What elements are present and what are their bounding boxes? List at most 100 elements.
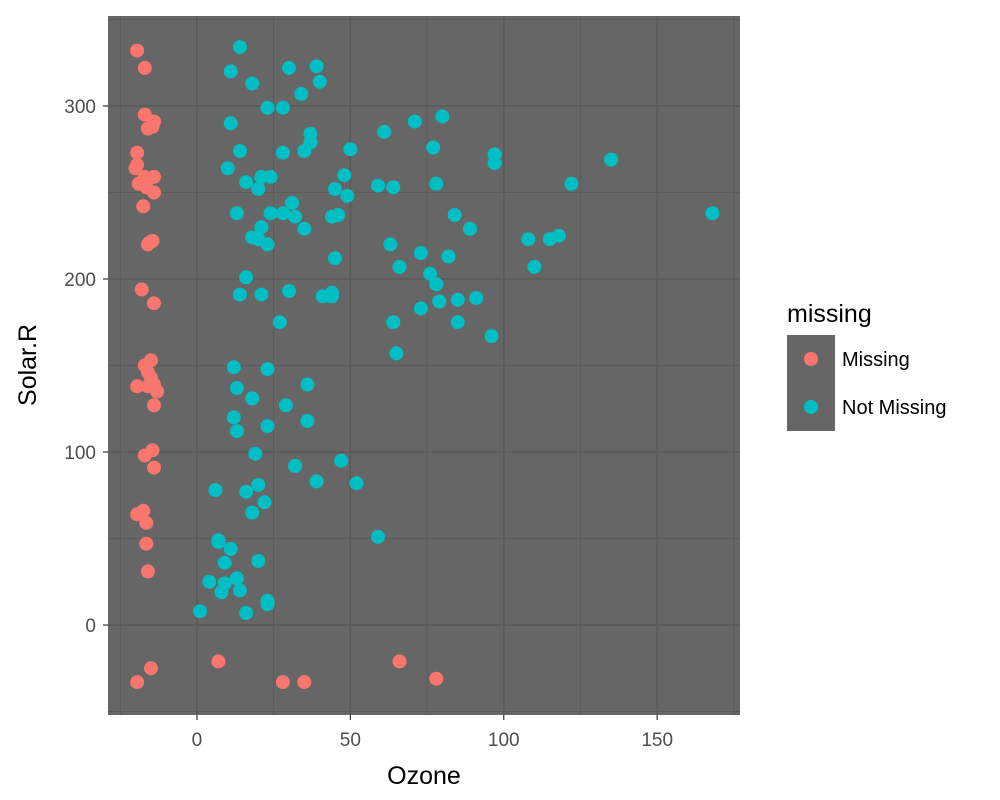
data-point-not-missing (251, 554, 266, 568)
data-point-not-missing (254, 287, 269, 302)
data-point-not-missing (232, 40, 247, 55)
data-point-not-missing (487, 147, 502, 162)
data-point-not-missing (389, 346, 404, 361)
data-point-not-missing (383, 237, 398, 252)
data-point-not-missing (377, 124, 392, 139)
data-point-not-missing (429, 176, 444, 191)
data-point-not-missing (413, 246, 428, 260)
data-point-missing (297, 675, 312, 690)
data-point-not-missing (248, 446, 263, 461)
data-point-not-missing (300, 377, 315, 392)
legend-items: Missing Not Missing (804, 349, 946, 419)
data-point-not-missing (386, 180, 401, 195)
data-point-not-missing (272, 315, 287, 330)
y-axis-title: Solar.R (14, 324, 42, 406)
data-point-not-missing (371, 529, 385, 544)
data-point-missing (137, 60, 152, 75)
data-point-not-missing (309, 59, 324, 74)
data-point-not-missing (325, 289, 339, 304)
data-point-not-missing (435, 109, 450, 124)
data-point-missing (392, 654, 407, 669)
data-point-not-missing (275, 145, 290, 160)
data-point-not-missing (288, 458, 303, 473)
data-point-not-missing (484, 329, 499, 344)
data-point-not-missing (328, 251, 342, 266)
data-point-not-missing (334, 453, 349, 468)
data-point-missing (130, 507, 145, 522)
data-point-missing (147, 114, 161, 129)
data-points (128, 40, 720, 690)
data-point-not-missing (278, 398, 293, 413)
data-point-not-missing (245, 76, 260, 91)
data-point-not-missing (527, 259, 542, 274)
data-point-not-missing (251, 182, 266, 196)
data-point-not-missing (349, 476, 364, 491)
data-point-not-missing (331, 208, 346, 222)
data-point-not-missing (432, 294, 447, 309)
data-point-not-missing (254, 169, 269, 184)
y-tick-label: 100 (64, 443, 96, 464)
data-point-not-missing (226, 360, 241, 375)
data-point-missing (211, 654, 226, 669)
data-point-not-missing (282, 60, 296, 75)
data-point-not-missing (220, 161, 235, 176)
data-point-not-missing (285, 195, 300, 210)
data-point-not-missing (392, 259, 407, 274)
x-tick-label: 150 (641, 730, 673, 751)
data-point-missing (130, 675, 145, 690)
data-point-not-missing (340, 188, 355, 203)
x-tick-label: 100 (488, 730, 520, 751)
data-point-not-missing (211, 533, 226, 548)
legend-key-not-missing (804, 400, 818, 414)
data-point-not-missing (275, 100, 290, 115)
data-point-not-missing (705, 206, 720, 221)
data-point-not-missing (223, 116, 238, 131)
data-point-not-missing (604, 152, 619, 167)
data-point-not-missing (303, 126, 318, 141)
data-point-not-missing (423, 266, 438, 281)
data-point-not-missing (386, 315, 401, 330)
x-tick-label: 0 (192, 730, 203, 751)
data-point-missing (130, 43, 145, 58)
data-point-not-missing (251, 477, 266, 492)
data-point-missing (134, 282, 149, 297)
data-point-not-missing (309, 474, 324, 489)
legend: missing Missing Not Missing (787, 300, 946, 431)
data-point-not-missing (217, 576, 232, 591)
data-point-not-missing (263, 206, 278, 221)
data-point-not-missing (229, 381, 244, 395)
data-point-not-missing (226, 410, 241, 425)
data-point-not-missing (229, 424, 244, 439)
data-point-not-missing (229, 206, 244, 221)
data-point-not-missing (193, 604, 207, 619)
x-axis-title: Ozone (387, 762, 461, 790)
data-point-missing (147, 460, 161, 475)
data-point-not-missing (260, 597, 275, 612)
data-point-not-missing (312, 74, 327, 89)
data-point-missing (150, 384, 165, 399)
data-point-not-missing (202, 574, 217, 589)
data-point-missing (130, 379, 145, 394)
data-point-not-missing (223, 64, 238, 79)
data-point-missing (130, 145, 145, 160)
data-point-not-missing (297, 221, 312, 236)
data-point-not-missing (413, 301, 428, 316)
data-point-missing (147, 398, 161, 413)
data-point-not-missing (441, 249, 456, 264)
data-point-not-missing (426, 140, 441, 155)
data-point-missing (144, 661, 158, 676)
data-point-not-missing (552, 228, 566, 243)
legend-key-background (787, 335, 835, 431)
grid-minor (108, 16, 740, 715)
data-point-not-missing (407, 114, 422, 129)
data-point-not-missing (337, 168, 352, 183)
data-point-not-missing (232, 583, 247, 598)
data-point-not-missing (297, 144, 312, 158)
grid-major (108, 16, 740, 715)
data-point-not-missing (232, 144, 247, 158)
data-point-not-missing (245, 391, 260, 406)
data-point-not-missing (239, 484, 254, 499)
x-tick-label: 50 (340, 730, 361, 751)
data-point-missing (140, 564, 155, 579)
data-point-not-missing (232, 287, 247, 302)
